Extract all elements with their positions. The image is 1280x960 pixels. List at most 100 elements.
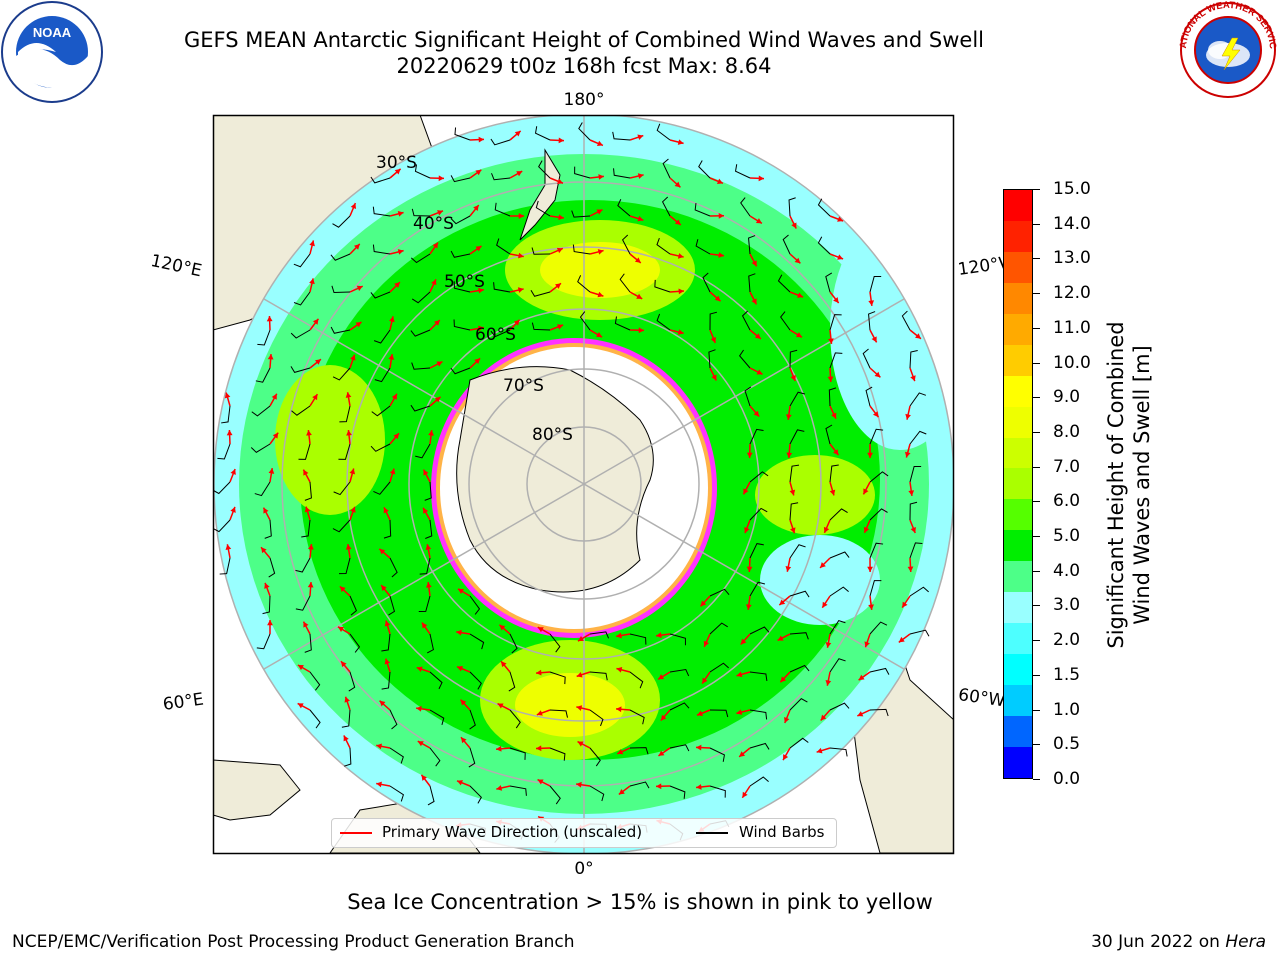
wind-barb: [332, 367, 351, 381]
wind-barb: [629, 633, 647, 645]
colorbar-tick-mark: [1033, 605, 1040, 607]
colorbar-segment: [1004, 437, 1032, 469]
wind-barb: [372, 206, 391, 217]
wave-direction-arrowhead: [742, 791, 748, 798]
wind-barb: [865, 386, 873, 407]
wind-barb: [749, 471, 769, 483]
colorbar-tick-label: 4.0: [1053, 560, 1081, 581]
wind-barb: [424, 481, 432, 501]
wave-direction-arrowhead: [432, 242, 438, 249]
wind-barb: [454, 127, 471, 141]
wind-barb: [410, 404, 431, 412]
colorbar-tick-label: 6.0: [1053, 491, 1081, 512]
wave-direction-arrowhead: [499, 624, 506, 631]
wind-barb: [749, 742, 770, 750]
wave-direction-arrowhead: [423, 469, 429, 476]
lon-label-60e: 60°E: [162, 689, 205, 714]
wind-barb: [530, 290, 551, 297]
wave-direction-arrowhead: [828, 338, 834, 344]
wind-barb: [744, 386, 752, 407]
wave-direction-arrowhead: [309, 278, 315, 285]
footer-host: Hera: [1225, 932, 1266, 952]
wave-direction-arrowhead: [597, 249, 604, 255]
wave-direction-arrowhead: [786, 452, 793, 458]
wind-barb: [370, 443, 391, 452]
wave-direction-arrowhead: [518, 252, 524, 259]
wave-direction-arrowhead: [349, 468, 356, 475]
wind-barb: [749, 428, 764, 445]
wind-barb: [709, 709, 729, 718]
wind-barb: [817, 198, 831, 217]
wind-barb: [341, 709, 351, 728]
map-legend: Primary Wave Direction (unscaled) Wind B…: [331, 818, 837, 848]
wind-barb: [509, 785, 527, 796]
wave-direction-arrowhead: [417, 741, 424, 747]
wind-barb: [869, 276, 882, 293]
wave-direction-arrowhead: [339, 586, 346, 593]
wave-direction-arrowhead: [616, 706, 622, 713]
wave-direction-arrowhead: [345, 544, 352, 550]
wind-barb: [789, 698, 808, 711]
wind-barb: [789, 391, 806, 407]
wave-direction-arrowhead: [376, 781, 382, 788]
wind-barb: [491, 173, 511, 181]
wave-direction-arrowhead: [428, 430, 434, 436]
footer-date: 30 Jun 2022 on Hera: [1091, 932, 1266, 952]
wind-barb: [339, 405, 351, 423]
wave-direction-arrowhead: [745, 604, 752, 610]
wave-direction-arrowhead: [743, 488, 749, 495]
wave-direction-arrowhead: [636, 293, 643, 299]
wave-direction-arrowhead: [868, 604, 874, 610]
wind-barb: [332, 519, 351, 533]
wave-direction-arrowhead: [784, 717, 790, 723]
wave-direction-arrowhead: [478, 287, 484, 294]
wind-barb: [410, 253, 431, 264]
wave-direction-arrowhead: [825, 642, 832, 648]
colorbar-tick-mark: [1033, 397, 1040, 399]
wave-direction-arrowhead: [355, 322, 362, 328]
wind-barb: [268, 557, 276, 578]
wind-barb: [549, 747, 566, 761]
wind-barb: [333, 481, 351, 496]
wave-direction-arrowhead: [677, 329, 684, 335]
wave-direction-arrowhead: [557, 324, 564, 330]
wave-direction-arrowhead: [777, 635, 784, 641]
wind-barb: [332, 215, 351, 228]
wind-barb: [381, 633, 391, 652]
wind-barb: [295, 557, 311, 573]
wind-barb: [734, 164, 751, 179]
wind-barb: [418, 595, 431, 612]
wind-barb: [817, 236, 831, 255]
wind-barb: [304, 481, 312, 501]
wind-barb: [829, 620, 846, 635]
wind-barb: [829, 551, 850, 559]
colorbar-tick-mark: [1033, 189, 1040, 190]
wave-direction-arrowhead: [346, 430, 352, 436]
wave-direction-arrowhead: [558, 214, 564, 221]
wind-barb: [370, 291, 391, 299]
wind-barb: [571, 210, 591, 218]
wind-barb: [469, 633, 485, 650]
lon-label-120e: 120°E: [149, 251, 204, 281]
wave-direction-arrowhead: [379, 700, 386, 707]
wave-direction-arrowhead: [868, 300, 875, 306]
wind-barb: [829, 352, 843, 369]
wave-direction-arrowhead: [354, 243, 360, 250]
wind-barb: [669, 668, 690, 677]
wind-barb: [669, 785, 686, 799]
wind-barb: [429, 709, 445, 726]
wind-barb: [901, 310, 911, 331]
wave-direction-arrowhead: [475, 169, 482, 176]
wind-barb: [694, 202, 711, 217]
wind-barb: [619, 273, 631, 293]
wind-barb: [349, 595, 358, 616]
colorbar-tick-label: 2.0: [1053, 630, 1081, 651]
wind-barb: [909, 629, 930, 637]
wave-direction-arrowhead: [576, 781, 582, 788]
wind-barb: [629, 781, 650, 789]
wave-direction-arrowhead: [384, 658, 391, 665]
wind-barb: [290, 329, 311, 339]
wave-direction-arrowhead: [820, 562, 826, 568]
wave-direction-arrowhead: [637, 173, 644, 179]
